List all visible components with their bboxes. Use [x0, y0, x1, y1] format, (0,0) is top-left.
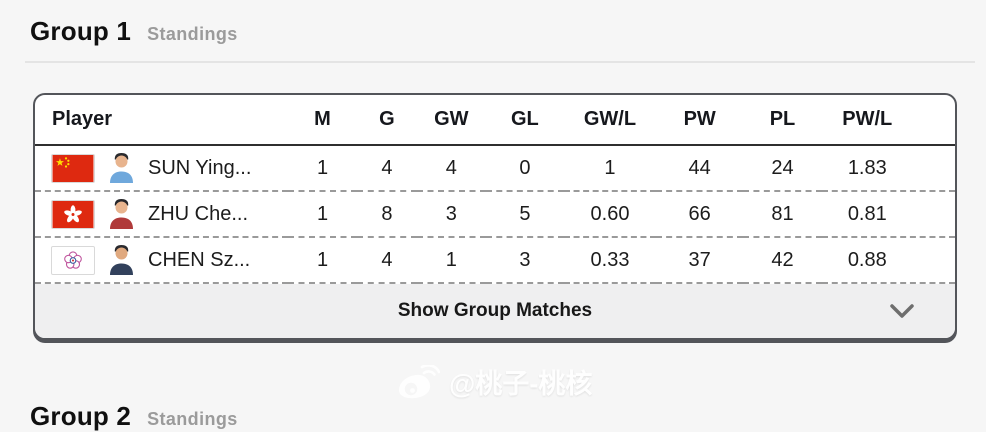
next-section-title: Group 2 [30, 401, 132, 431]
stat-pw: 44 [655, 145, 744, 192]
watermark-text: @桃子-桃核 [449, 369, 593, 399]
stat-pl: 42 [743, 237, 822, 284]
stat-gw: 1 [416, 237, 486, 284]
table-row: ZHU Che... 1 8 3 5 0.60 66 81 0.81 [35, 191, 955, 238]
stat-m: 1 [288, 191, 357, 238]
player-cell: ZHU Che... [35, 191, 288, 238]
weibo-logo-icon [399, 364, 440, 398]
next-section-subtitle: Standings [147, 409, 238, 429]
stat-gwl: 0.33 [563, 237, 656, 284]
stat-gwl: 1 [563, 145, 656, 192]
stat-g: 4 [357, 237, 417, 284]
stat-pw: 37 [655, 237, 744, 284]
stat-pl: 81 [743, 191, 822, 238]
stat-pwl: 1.83 [821, 145, 955, 192]
page-subtitle: Standings [147, 24, 238, 44]
stat-gwl: 0.60 [563, 191, 656, 238]
table-header-row: Player M G GW GL GW/L PW PL PW/L [35, 95, 955, 146]
show-group-matches-label: Show Group Matches [397, 300, 593, 321]
stat-m: 1 [288, 145, 357, 192]
section-heading-group1: Group 1 Standings [30, 16, 238, 47]
section-heading-group2: Group 2 Standings [30, 401, 238, 432]
column-header-gwl: GW/L [563, 95, 656, 146]
stat-gl: 0 [485, 145, 564, 192]
flag-hong-kong-icon [51, 199, 95, 229]
column-header-gl: GL [485, 95, 564, 146]
stat-gw: 4 [416, 145, 486, 192]
player-name: ZHU Che... [148, 202, 249, 225]
column-header-pw: PW [655, 95, 744, 146]
page: { "page": { "title": "Group 1", "subtitl… [25, 16, 975, 431]
player-name: SUN Ying... [148, 156, 252, 179]
player-name: CHEN Sz... [148, 248, 251, 271]
stat-gl: 3 [485, 237, 564, 284]
stat-gw: 3 [416, 191, 486, 238]
table-row: CHEN Sz... 1 4 1 3 0.33 37 42 0.88 [35, 237, 955, 284]
stat-pwl: 0.88 [821, 237, 955, 284]
stat-pl: 24 [743, 145, 822, 192]
stat-gl: 5 [485, 191, 564, 238]
table-row: SUN Ying... 1 4 4 0 1 44 24 1.83 [35, 145, 955, 192]
column-header-pl: PL [743, 95, 822, 146]
heading-divider [25, 61, 975, 63]
column-header-player: Player [35, 95, 288, 146]
stat-pwl: 0.81 [821, 191, 955, 238]
player-cell: CHEN Sz... [35, 237, 288, 284]
flag-china-icon [51, 153, 95, 183]
player-cell: SUN Ying... [35, 145, 288, 192]
stat-m: 1 [288, 237, 357, 284]
standings-card: Player M G GW GL GW/L PW PL PW/L [33, 93, 957, 340]
stat-g: 4 [357, 145, 417, 192]
column-header-m: M [288, 95, 357, 146]
chevron-down-icon [890, 304, 914, 318]
standings-table: Player M G GW GL GW/L PW PL PW/L [35, 95, 955, 284]
watermark: @桃子-桃核 [398, 362, 592, 401]
player-avatar [110, 153, 133, 183]
stat-g: 8 [357, 191, 417, 238]
show-group-matches-button[interactable]: Show Group Matches [35, 284, 955, 338]
column-header-pwl: PW/L [821, 95, 955, 146]
player-avatar [110, 245, 133, 275]
page-title: Group 1 [30, 16, 132, 46]
player-avatar [110, 199, 133, 229]
flag-chinese-taipei-icon [51, 245, 95, 275]
stat-pw: 66 [655, 191, 744, 238]
column-header-gw: GW [416, 95, 486, 146]
column-header-g: G [357, 95, 417, 146]
